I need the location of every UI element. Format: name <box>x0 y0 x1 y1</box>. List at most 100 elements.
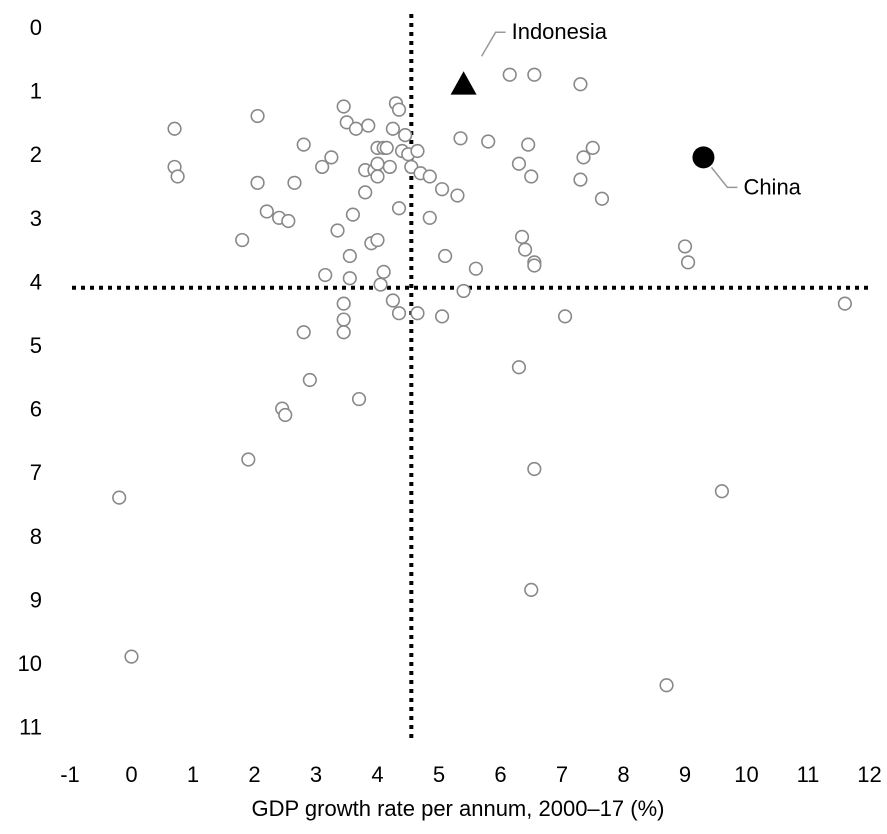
scatter-point <box>585 140 600 155</box>
x-tick-label: 1 <box>187 762 199 787</box>
scatter-point <box>573 172 588 187</box>
scatter-point <box>524 169 539 184</box>
x-tick-label: 8 <box>617 762 629 787</box>
x-tick-label: 10 <box>734 762 758 787</box>
scatter-point <box>358 185 373 200</box>
scatter-point <box>235 232 250 248</box>
scatter-point <box>438 248 453 264</box>
annotation-label-indonesia: Indonesia <box>512 19 608 44</box>
scatter-point <box>524 582 539 597</box>
scatter-point <box>680 255 696 270</box>
y-tick-label: 3 <box>30 206 42 231</box>
scatter-point <box>434 182 450 197</box>
scatter-point <box>302 372 317 388</box>
scatter-point <box>361 118 376 133</box>
y-tick-label: 11 <box>19 715 42 740</box>
scatter-point <box>370 169 385 184</box>
x-tick-label: 11 <box>797 762 820 787</box>
scatter-point <box>373 277 388 292</box>
scatter-point <box>573 77 588 92</box>
highlight-marker-indonesia <box>450 71 477 95</box>
scatter-point <box>287 175 302 190</box>
x-tick-label: 3 <box>310 762 322 787</box>
x-tick-label: 5 <box>433 762 445 787</box>
scatter-point <box>382 159 397 175</box>
x-tick-label: -1 <box>60 762 80 787</box>
scatter-point <box>527 258 542 273</box>
scatter-point <box>330 223 345 238</box>
scatter-point <box>434 309 450 324</box>
scatter-point <box>278 407 293 423</box>
scatter-point <box>336 325 351 340</box>
scatter-point <box>481 134 496 149</box>
scatter-point <box>379 140 394 155</box>
scatter-point <box>450 188 465 203</box>
scatter-point <box>348 121 364 136</box>
scatter-point <box>594 191 610 206</box>
x-tick-label: 4 <box>371 762 383 787</box>
scatter-point <box>124 649 139 664</box>
scatter-point <box>517 242 533 257</box>
y-tick-label: 0 <box>30 15 42 40</box>
scatter-point <box>837 296 853 311</box>
scatter-point <box>250 108 265 124</box>
annotation-label-china: China <box>743 174 801 199</box>
y-tick-label: 5 <box>30 333 42 358</box>
x-tick-label: 7 <box>556 762 568 787</box>
scatter-point <box>324 150 339 165</box>
scatter-point <box>391 201 407 216</box>
scatter-point <box>345 207 361 222</box>
scatter-point <box>502 67 517 82</box>
scatter-point <box>557 309 573 324</box>
scatter-point <box>281 213 296 229</box>
scatter-point <box>659 678 674 693</box>
scatter-point <box>456 283 471 299</box>
y-tick-label: 2 <box>30 142 42 167</box>
scatter-point <box>112 490 127 505</box>
scatter-point <box>422 169 437 184</box>
scatter-point <box>511 156 527 171</box>
x-tick-label: 0 <box>125 762 137 787</box>
scatter-point <box>453 131 468 146</box>
scatter-point <box>527 67 542 82</box>
x-tick-label: 9 <box>679 762 691 787</box>
scatter-point <box>318 267 333 283</box>
scatter-point <box>170 169 185 184</box>
y-tick-label: 4 <box>30 269 42 294</box>
x-axis-ticks: -1 0 1 2 3 4 5 6 7 8 9 10 11 12 <box>60 762 882 787</box>
leader-line-china <box>710 166 738 189</box>
scatter-point <box>370 232 385 248</box>
highlight-marker-china <box>692 146 715 169</box>
y-tick-label: 8 <box>30 524 42 549</box>
scatter-point <box>576 150 591 165</box>
scatter-point <box>167 121 182 136</box>
scatter-point <box>259 204 274 219</box>
scatter-point <box>336 296 351 311</box>
scatter-point <box>370 156 385 171</box>
scatter-point <box>296 325 311 340</box>
scatter-point <box>391 102 407 117</box>
scatter-point <box>677 239 693 254</box>
highlighted-points: Indonesia China <box>450 19 802 199</box>
scatter-point <box>241 452 256 467</box>
scatter-point <box>422 210 437 225</box>
scatter-point <box>385 293 400 308</box>
x-axis-label: GDP growth rate per annum, 2000–17 (%) <box>252 796 665 821</box>
scatter-point <box>385 121 400 136</box>
scatter-point <box>342 248 357 264</box>
scatter-point <box>468 261 484 276</box>
scatter-point <box>315 159 330 175</box>
x-tick-label: 12 <box>857 762 881 787</box>
scatter-point <box>336 312 351 327</box>
scatter-point <box>398 128 413 143</box>
y-tick-label: 6 <box>30 397 42 422</box>
scatter-point <box>342 271 357 286</box>
scatter-point <box>376 264 391 279</box>
scatter-point <box>521 137 536 152</box>
x-tick-label: 6 <box>494 762 506 787</box>
y-axis-ticks: 0 1 2 3 4 5 6 7 8 9 10 11 <box>18 15 42 740</box>
y-tick-label: 9 <box>30 587 42 612</box>
scatter-point <box>410 143 425 159</box>
